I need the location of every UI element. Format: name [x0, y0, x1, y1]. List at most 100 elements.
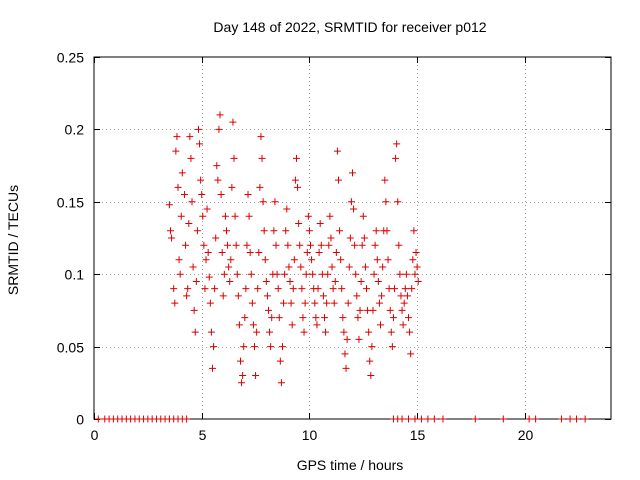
data-point	[391, 285, 399, 293]
data-point	[383, 227, 391, 235]
data-point	[256, 183, 264, 191]
data-point	[377, 321, 385, 329]
x-tick-label: 20	[518, 427, 534, 443]
data-point	[283, 205, 291, 213]
data-point	[170, 285, 178, 293]
x-tick-label: 5	[199, 427, 207, 443]
data-point	[471, 415, 479, 423]
data-point	[295, 220, 303, 228]
data-point	[334, 176, 342, 184]
data-point	[349, 169, 356, 177]
data-point	[373, 256, 381, 264]
data-point	[401, 285, 409, 293]
data-point	[302, 270, 310, 278]
data-point	[277, 379, 285, 387]
data-point	[430, 415, 438, 423]
data-point	[372, 227, 380, 235]
data-point	[397, 292, 405, 300]
data-point	[183, 415, 191, 423]
data-point	[407, 350, 415, 358]
data-point	[257, 133, 265, 141]
data-point	[341, 350, 349, 358]
data-point	[241, 314, 249, 322]
y-tick-label: 0.05	[57, 340, 84, 356]
data-point	[268, 314, 276, 322]
data-point	[386, 306, 394, 314]
data-point	[177, 212, 185, 220]
data-point	[203, 205, 211, 213]
data-point	[331, 277, 339, 285]
data-point	[210, 343, 218, 351]
data-point	[294, 183, 302, 191]
data-point	[323, 299, 331, 307]
data-point	[235, 321, 243, 329]
data-point	[248, 299, 256, 307]
data-point	[417, 415, 425, 423]
data-point	[271, 198, 279, 206]
data-point	[557, 415, 565, 423]
data-point	[230, 154, 238, 162]
data-point	[171, 299, 179, 307]
data-point	[290, 256, 298, 264]
data-point	[222, 227, 230, 235]
data-point	[326, 212, 334, 220]
x-axis-label: GPS time / hours	[297, 457, 404, 473]
data-point	[340, 328, 348, 336]
data-point	[356, 306, 364, 314]
data-point	[255, 248, 263, 256]
data-point	[205, 273, 213, 281]
data-point	[198, 191, 206, 199]
data-point	[281, 270, 289, 278]
data-point	[369, 306, 377, 314]
data-point	[414, 277, 422, 285]
data-point	[332, 248, 340, 256]
data-point	[184, 285, 192, 293]
data-point	[358, 241, 366, 249]
data-point	[317, 241, 325, 249]
data-point	[406, 328, 414, 336]
data-point	[94, 415, 102, 423]
data-point	[352, 270, 360, 278]
data-point	[337, 256, 345, 264]
data-point	[361, 263, 369, 271]
data-point	[267, 343, 275, 351]
data-point	[224, 241, 232, 249]
data-point	[221, 212, 229, 220]
data-point	[182, 241, 190, 249]
data-point	[363, 285, 371, 293]
data-point	[396, 270, 404, 278]
data-point	[274, 285, 282, 293]
data-point	[240, 343, 248, 351]
grid	[94, 57, 611, 419]
data-point	[360, 234, 368, 242]
data-point	[245, 212, 253, 220]
data-point	[280, 299, 288, 307]
data-point	[398, 306, 406, 314]
y-tick-label: 0.25	[57, 50, 84, 66]
data-point	[273, 270, 281, 278]
data-point	[289, 285, 297, 293]
data-point	[566, 415, 574, 423]
data-point	[336, 227, 344, 235]
data-point	[208, 364, 216, 372]
data-point	[389, 314, 397, 322]
data-point	[342, 364, 350, 372]
data-point	[359, 212, 367, 220]
data-point	[324, 270, 332, 278]
data-point	[229, 118, 237, 126]
data-point	[303, 248, 311, 256]
data-point	[244, 191, 252, 199]
data-point	[238, 379, 246, 387]
data-point	[309, 270, 317, 278]
data-point	[366, 357, 374, 365]
ticks: 0 5 10 15 20 0 0.05 0.1 0.15 0.2 0.25	[57, 50, 611, 443]
data-point	[270, 227, 278, 235]
data-point	[276, 357, 284, 365]
data-point	[412, 248, 420, 256]
data-point	[263, 292, 271, 300]
data-point	[338, 285, 346, 293]
data-point	[347, 198, 355, 206]
data-point	[291, 176, 299, 184]
